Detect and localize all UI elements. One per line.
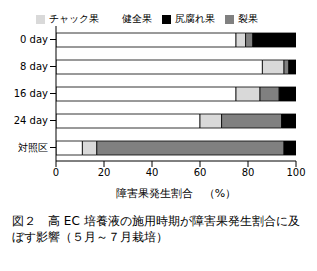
svg-text:0 day: 0 day <box>20 34 48 45</box>
svg-text:60: 60 <box>194 167 207 178</box>
svg-text:0: 0 <box>53 167 59 178</box>
html-text:健全果: 健全果 <box>122 13 152 24</box>
svg-text:障害果発生割合 （%）: 障害果発生割合 （%） <box>116 187 236 200</box>
svg-text:80: 80 <box>242 167 255 178</box>
html-text:尻腐れ果: 尻腐れ果 <box>175 13 215 24</box>
svg-text:100: 100 <box>286 167 305 178</box>
svg-text:20: 20 <box>98 167 111 178</box>
svg-text:8 day: 8 day <box>20 61 48 72</box>
html-text:裂果: 裂果 <box>238 13 258 24</box>
svg-text:24 day: 24 day <box>14 115 48 126</box>
svg-text:対照区: 対照区 <box>18 142 48 153</box>
svg-text:40: 40 <box>146 167 159 178</box>
html-text:チャック果: チャック果 <box>49 13 99 24</box>
svg-text:16 day: 16 day <box>14 88 48 99</box>
html-text:図２ 高 EC 培養液の施用時期が障害果発生割合に及ぼす影響: 図２ 高 EC 培養液の施用時期が障害果発生割合に及ぼす影響（５月～７月栽培） <box>12 214 300 244</box>
